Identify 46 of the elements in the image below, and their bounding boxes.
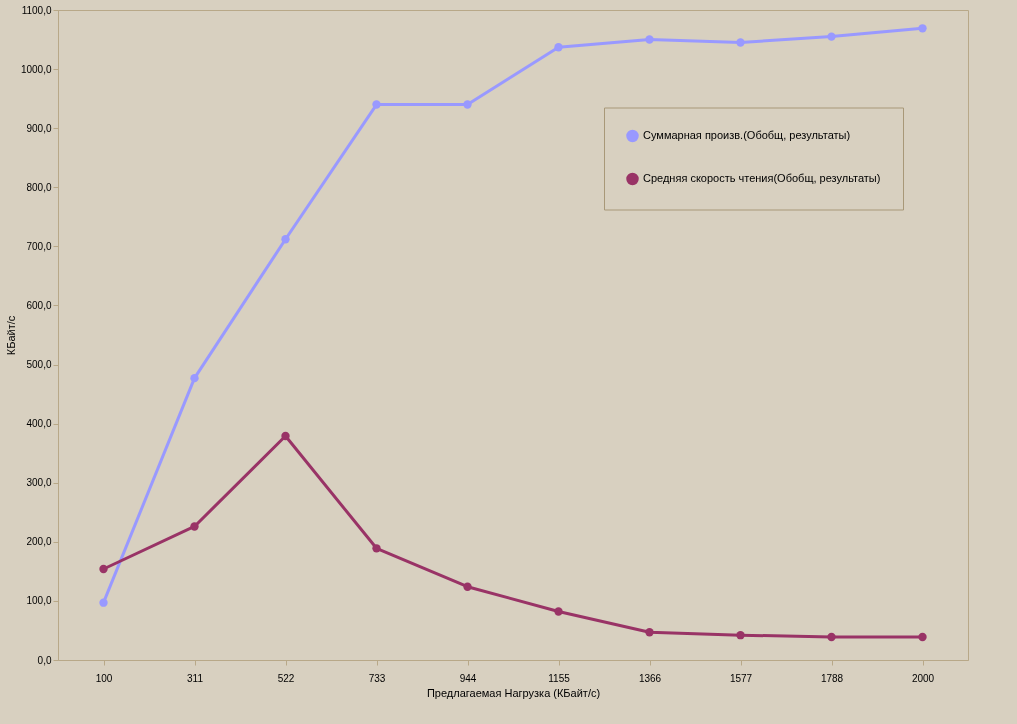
point: [372, 100, 381, 109]
point: [99, 598, 108, 607]
legend-label: Суммарная произв.(Обобщ, результаты): [643, 129, 851, 141]
y-tick-label: 800,0: [26, 181, 52, 193]
x-axis-title: Предлагаемая Нагрузка (КБайт/с): [426, 686, 601, 699]
y-tick-label: 700,0: [26, 240, 52, 252]
y-tick-label: 100,0: [26, 595, 52, 607]
point: [918, 632, 927, 642]
x-tick-label: 1577: [729, 672, 753, 684]
point: [554, 607, 563, 616]
y-tick-label: 300,0: [26, 477, 52, 489]
point: [190, 373, 199, 383]
point: [281, 431, 290, 441]
x-tick-label: 733: [368, 672, 386, 684]
x-tick-label: 1155: [548, 672, 571, 684]
point: [372, 544, 381, 553]
x-tick-label: 522: [277, 672, 295, 684]
point: [918, 24, 927, 33]
x-tick-label: 1366: [638, 672, 662, 684]
x-tick-label: 311: [187, 672, 204, 684]
y-tick-label: 400,0: [26, 418, 52, 430]
x-tick-label: 944: [459, 672, 477, 684]
y-tick-label: 1000,0: [20, 63, 52, 75]
y-axis-title: КБайт/с: [4, 315, 17, 356]
point: [645, 628, 654, 637]
point: [827, 32, 836, 41]
x-tick-label: 2000: [911, 672, 935, 684]
point: [463, 582, 472, 591]
point: [554, 43, 563, 52]
y-tick-label: 0,0: [37, 654, 52, 666]
point: [827, 632, 836, 642]
point: [99, 564, 108, 574]
point: [645, 35, 654, 44]
point: [190, 522, 199, 531]
point: [281, 235, 290, 244]
y-tick-label: 500,0: [26, 359, 52, 371]
legend-label: Средняя скорость чтения(Обобщ, результаты): [643, 172, 881, 184]
y-tick-label: 900,0: [26, 122, 52, 134]
y-tick-label: 200,0: [26, 536, 52, 548]
point: [736, 631, 745, 640]
point: [463, 100, 472, 109]
x-tick-label: 1788: [820, 672, 844, 684]
x-tick-label: 100: [95, 672, 113, 684]
y-tick-label: 1100,0: [21, 4, 52, 16]
y-tick-label: 600,0: [26, 299, 52, 311]
point: [736, 38, 745, 47]
